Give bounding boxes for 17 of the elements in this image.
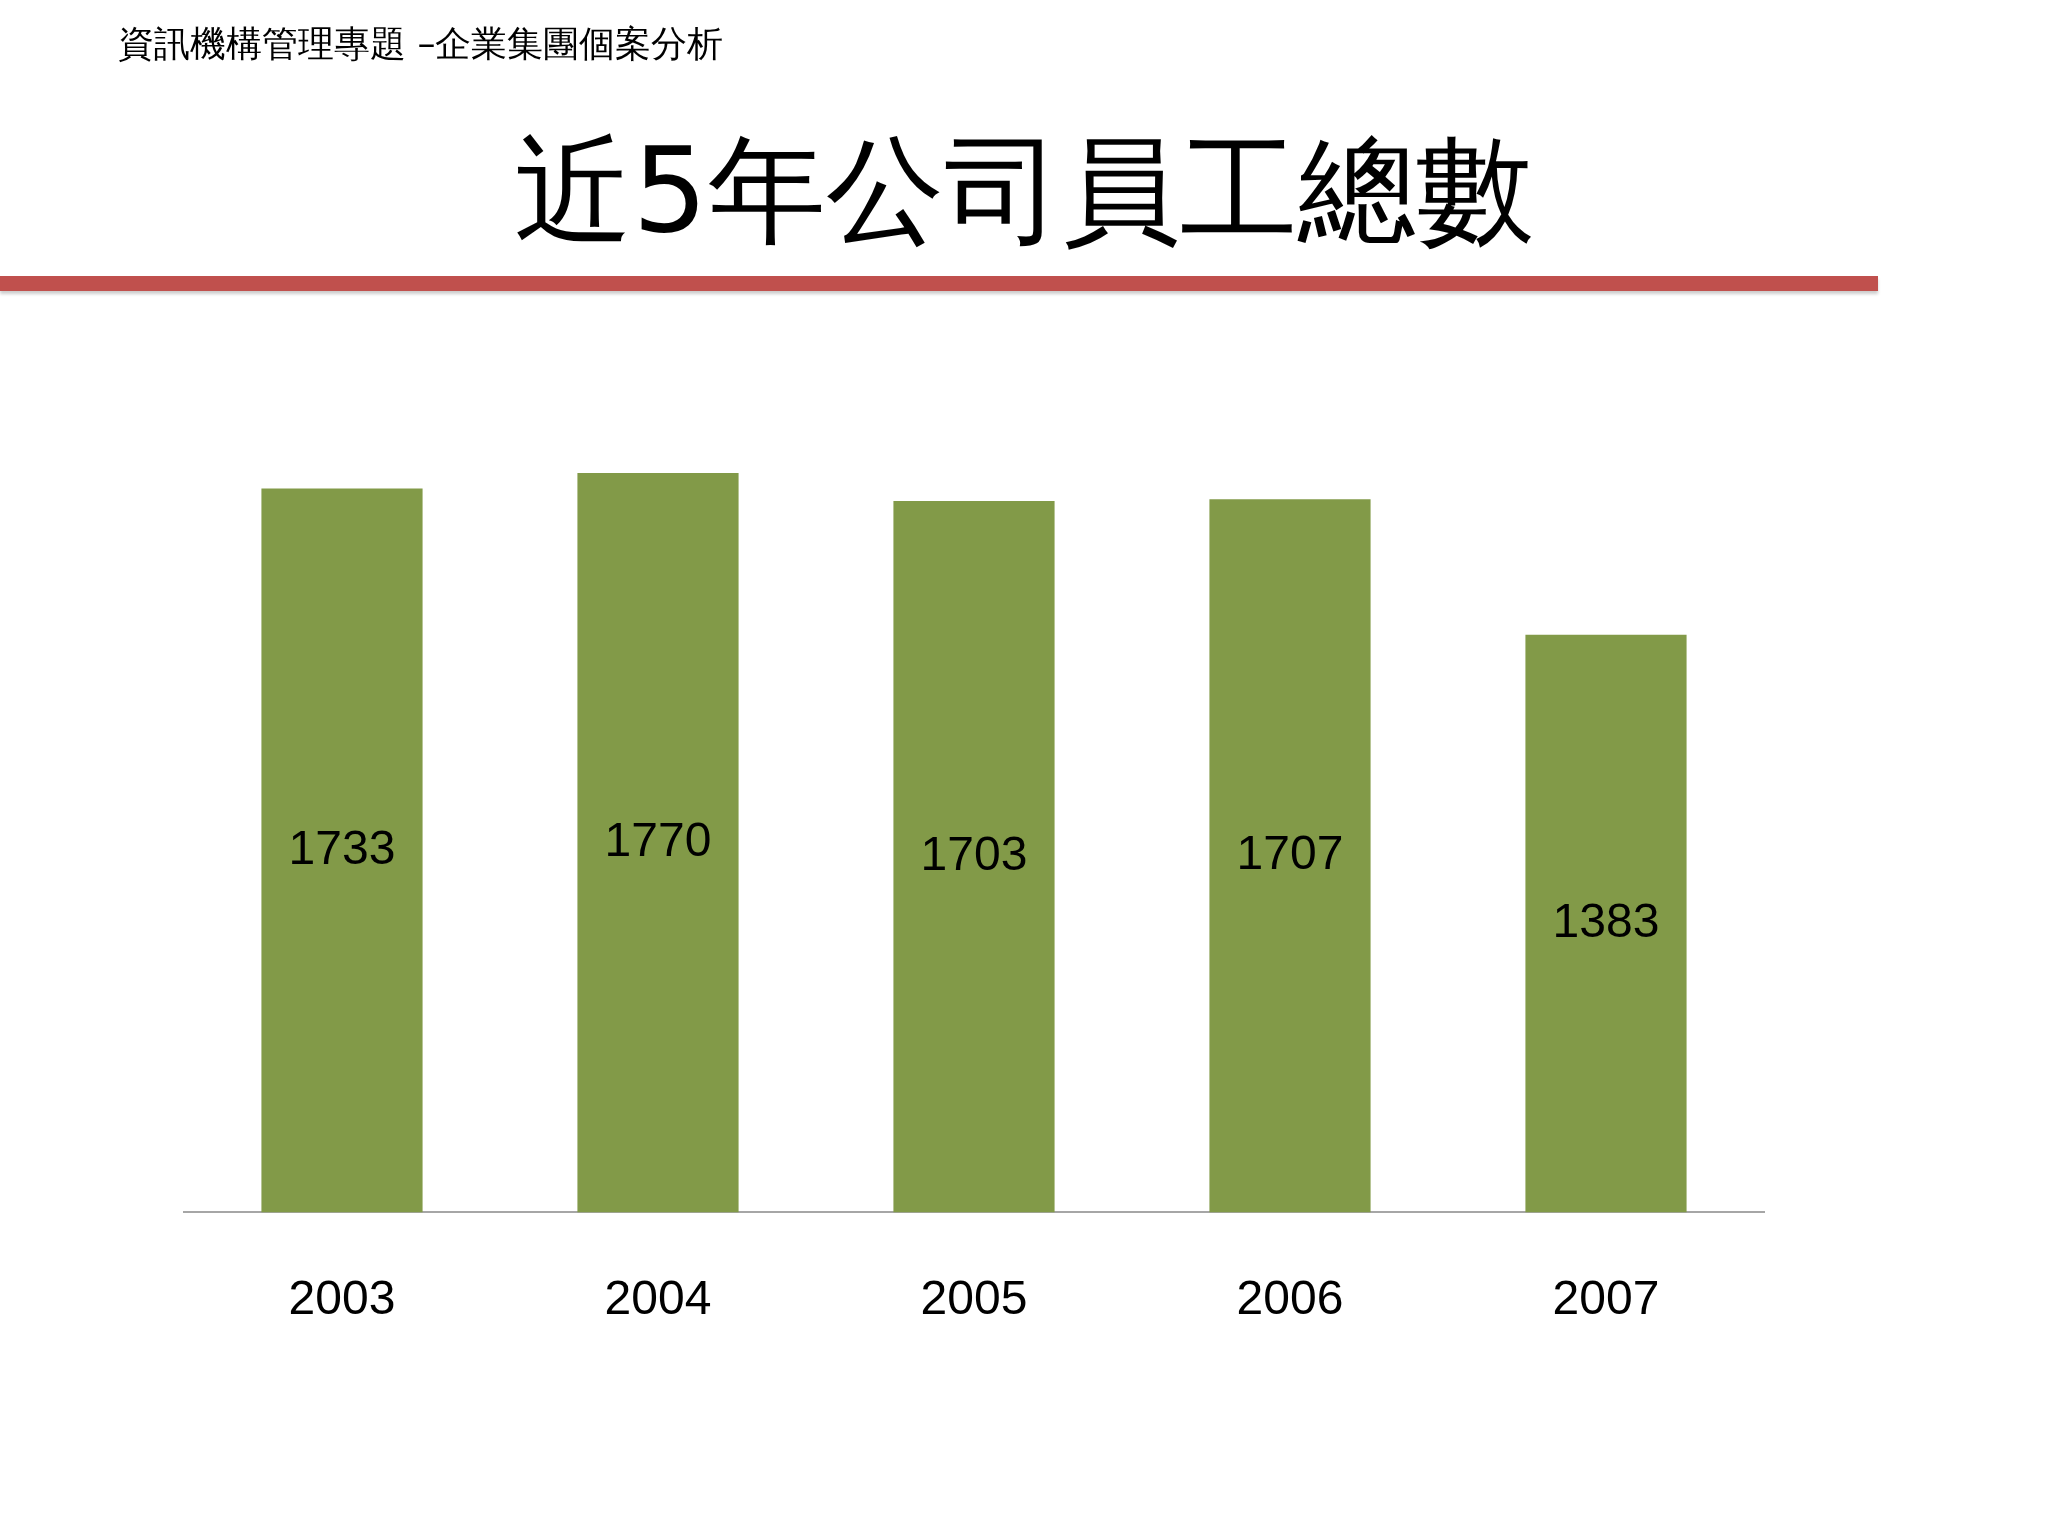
- data-label: 1770: [604, 812, 712, 866]
- bar: [1209, 499, 1371, 1213]
- data-label: 1733: [288, 820, 396, 874]
- data-label: 1707: [1236, 826, 1344, 880]
- bar: [1525, 634, 1687, 1213]
- bar: [577, 473, 739, 1213]
- x-tick-label: 2006: [1236, 1271, 1344, 1325]
- x-tick-label: 2003: [288, 1271, 396, 1325]
- x-tick-label: 2007: [1552, 1271, 1660, 1325]
- data-label: 1703: [920, 826, 1028, 880]
- chart-title: 近5年公司員工總數: [513, 120, 1535, 260]
- chart-subtitle: 資訊機構管理專題 –企業集團個案分析: [118, 22, 724, 66]
- data-label: 1383: [1552, 893, 1660, 947]
- x-tick-label: 2004: [604, 1271, 712, 1325]
- bar: [261, 488, 423, 1213]
- x-tick-label: 2005: [920, 1271, 1028, 1325]
- bar: [893, 500, 1055, 1213]
